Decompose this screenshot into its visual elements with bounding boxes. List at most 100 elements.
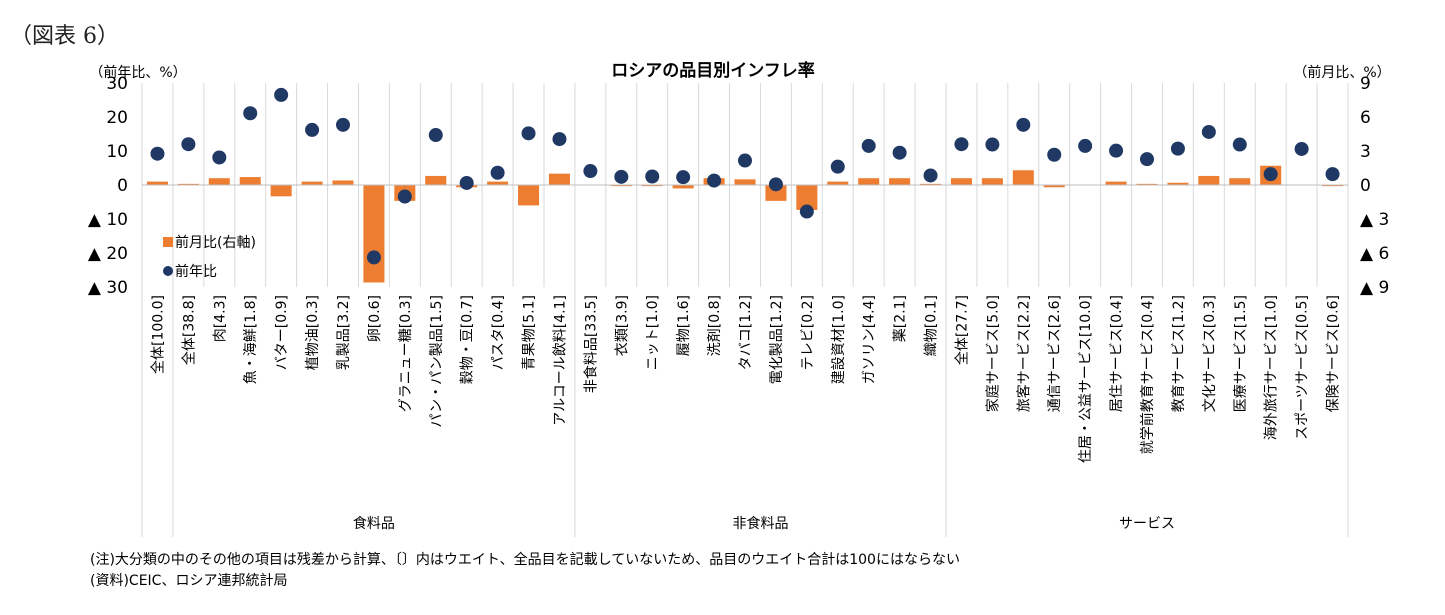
dot [397, 189, 412, 204]
right-tick-label: ▲ 6 [1360, 244, 1389, 264]
bar [672, 185, 694, 189]
category-label: 旅客サービス[2.2] [1015, 295, 1032, 412]
left-tick-label: 0 [117, 176, 128, 196]
category-label: 教育サービス[1.2] [1171, 295, 1187, 412]
right-tick-label: ▲ 3 [1360, 210, 1389, 230]
category-label: 通信サービス[2.6] [1047, 295, 1063, 412]
bar [858, 178, 880, 185]
right-tick-label: 9 [1360, 74, 1371, 94]
right-axis-ticks: 9 6 3 0 ▲ 3 ▲ 6 ▲ 9 [1360, 74, 1389, 298]
left-tick-label: 10 [106, 142, 128, 162]
bar [1198, 175, 1220, 185]
bar-series [146, 165, 1344, 283]
bar [1136, 183, 1158, 185]
dot [243, 106, 258, 121]
dot [336, 117, 350, 132]
note-line: (注)大分類の中のその他の項目は残差から計算、〔〕内はウエイト、全品目を記載して… [90, 552, 960, 568]
legend-dot-label: 前年比 [175, 263, 217, 280]
group-label: 食料品 [353, 515, 395, 532]
category-label: 履物[1.6] [676, 295, 692, 356]
category-label: 衣類[3.9] [614, 295, 630, 356]
dot [676, 170, 691, 185]
category-label: 卵[0.6] [367, 295, 383, 342]
category-label: 医療サービス[1.5] [1232, 295, 1249, 412]
category-label: パン・パン製品[1.5] [429, 295, 445, 428]
bar [610, 185, 632, 187]
dot [830, 159, 845, 174]
dot [1047, 147, 1062, 162]
dot [1170, 141, 1185, 156]
bar [1043, 185, 1065, 188]
category-label: 文化サービス[0.3] [1202, 295, 1218, 412]
dot [181, 137, 196, 152]
bar [177, 183, 199, 185]
dot [274, 87, 289, 102]
bar [765, 185, 787, 201]
group-label: サービス [1119, 516, 1175, 532]
left-tick-label: 30 [106, 74, 128, 94]
dot [1078, 138, 1093, 153]
category-label: 全体[100.0] [149, 295, 166, 374]
legend-bar-label: 前月比(右軸) [175, 234, 256, 251]
bar [734, 179, 756, 185]
dot [738, 153, 752, 168]
chart-title: ロシアの品目別インフレ率 [611, 60, 815, 81]
bar [920, 183, 942, 185]
bar [981, 178, 1003, 185]
dot [1109, 143, 1124, 158]
bar [950, 178, 972, 185]
bar [1105, 181, 1127, 185]
category-label: パスタ[0.4] [491, 295, 507, 370]
category-label: 居住サービス[0.4] [1109, 295, 1125, 412]
bar [301, 181, 323, 185]
category-label: アルコール飲料[4.1] [552, 295, 568, 426]
dot [428, 128, 443, 143]
bar [146, 181, 168, 185]
category-label: 電化製品[1.2] [769, 295, 785, 384]
right-tick-label: 3 [1360, 142, 1371, 162]
dot [1263, 167, 1278, 182]
dot [707, 173, 722, 188]
legend-bar-swatch [163, 237, 173, 247]
category-label: グラニュー糖[0.3] [398, 295, 414, 412]
category-label: バター[0.9] [274, 295, 290, 370]
dot [645, 169, 660, 184]
left-tick-label: ▲ 20 [88, 244, 128, 264]
dot [1201, 124, 1216, 139]
bar [1012, 170, 1034, 185]
dot [305, 122, 320, 137]
bar [1229, 178, 1251, 185]
figure-label: （図表 6） [10, 24, 119, 49]
bar [239, 177, 261, 185]
category-label: スポーツサービス[0.5] [1295, 295, 1311, 440]
right-tick-label: 6 [1360, 108, 1371, 128]
category-label: 海外旅行サービス[1.0] [1264, 295, 1280, 440]
bar [208, 178, 230, 185]
bar [363, 185, 385, 283]
legend: 前月比(右軸) 前年比 [163, 234, 256, 280]
category-label: 住居・公益サービス[10.0] [1078, 295, 1094, 463]
bar [796, 185, 818, 210]
dot [366, 250, 381, 265]
category-label: 薬[2.1] [893, 295, 909, 342]
category-label: 保険サービス[0.6] [1326, 295, 1342, 412]
legend-dot-swatch [163, 266, 173, 276]
right-tick-label: 0 [1360, 176, 1371, 196]
dot [150, 146, 165, 161]
dot [799, 204, 814, 219]
source-line: (資料)CEIC、ロシア連邦統計局 [90, 573, 288, 589]
group-label: 非食料品 [732, 515, 788, 532]
bar [548, 173, 570, 185]
category-label: 建設資材[1.0] [831, 295, 847, 384]
category-label: 非食料品[33.5] [582, 295, 599, 393]
dot [1016, 117, 1031, 132]
bar [827, 181, 849, 185]
dot [892, 145, 907, 160]
dot [552, 132, 567, 147]
category-label: タバコ[1.2] [738, 295, 754, 370]
left-axis-caption: （前年比、%） [89, 64, 186, 81]
bar [1322, 185, 1344, 187]
left-tick-label: ▲ 10 [88, 210, 128, 230]
dot [1232, 137, 1247, 152]
left-tick-label: ▲ 30 [88, 278, 128, 298]
